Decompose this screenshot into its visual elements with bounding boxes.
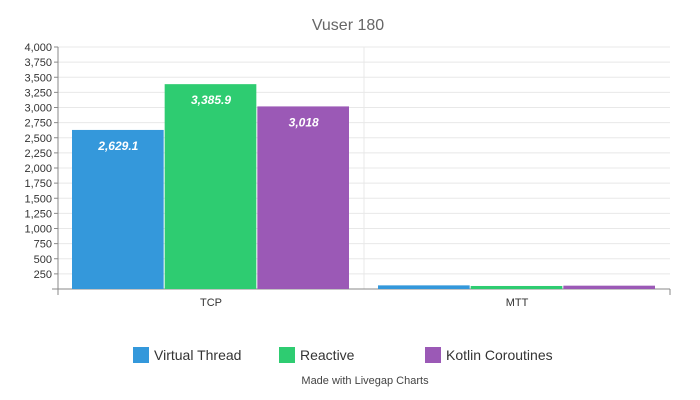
x-category-label: TCP bbox=[200, 297, 222, 309]
legend: Virtual Thread Reactive Kotlin Coroutines bbox=[133, 347, 553, 363]
y-tick-label: 2,500 bbox=[24, 133, 52, 145]
data-label: 2,629.1 bbox=[97, 139, 138, 153]
legend-label[interactable]: Virtual Thread bbox=[154, 347, 241, 363]
y-tick-label: 3,250 bbox=[24, 87, 52, 99]
y-tick-label: 3,500 bbox=[24, 72, 52, 84]
y-tick-label: 2,250 bbox=[24, 148, 52, 160]
data-label: 3,018 bbox=[289, 115, 319, 129]
y-tick-label: 750 bbox=[34, 239, 52, 251]
bar-virtual-thread-mtt[interactable] bbox=[378, 285, 470, 289]
bar-reactive-tcp[interactable] bbox=[164, 84, 257, 290]
legend-swatch bbox=[425, 347, 441, 363]
chart-title: Vuser 180 bbox=[312, 17, 384, 34]
y-tick-label: 1,000 bbox=[24, 224, 52, 236]
y-tick-label: 1,250 bbox=[24, 208, 52, 220]
y-tick-label: 1,500 bbox=[24, 193, 52, 205]
legend-label[interactable]: Reactive bbox=[300, 347, 355, 363]
y-tick-label: 4,000 bbox=[24, 42, 52, 54]
credit-text: Made with Livegap Charts bbox=[301, 375, 429, 387]
bar-kotlin-coroutines-tcp[interactable] bbox=[257, 106, 349, 289]
bar-virtual-thread-tcp[interactable] bbox=[72, 129, 164, 289]
y-tick-label: 3,000 bbox=[24, 103, 52, 115]
y-tick-label: 3,750 bbox=[24, 57, 52, 69]
bar-reactive-mtt[interactable] bbox=[470, 285, 563, 289]
bars: 2,629.1 3,385.9 3,018 bbox=[72, 84, 655, 290]
legend-label[interactable]: Kotlin Coroutines bbox=[446, 347, 553, 363]
y-tick-label: 2,750 bbox=[24, 118, 52, 130]
legend-swatch bbox=[279, 347, 295, 363]
data-label: 3,385.9 bbox=[191, 93, 231, 107]
y-axis: 250 500 750 1,000 1,250 1,500 1,750 2,000 2,250 2… bbox=[24, 42, 59, 289]
bar-kotlin-coroutines-mtt[interactable] bbox=[563, 285, 655, 289]
y-tick-label: 250 bbox=[34, 269, 52, 281]
y-tick-label: 1,750 bbox=[24, 178, 52, 190]
legend-swatch bbox=[133, 347, 149, 363]
x-axis: TCP MTT bbox=[52, 288, 671, 309]
x-category-label: MTT bbox=[506, 297, 529, 309]
y-tick-label: 2,000 bbox=[24, 163, 52, 175]
y-tick-label: 500 bbox=[34, 254, 52, 266]
